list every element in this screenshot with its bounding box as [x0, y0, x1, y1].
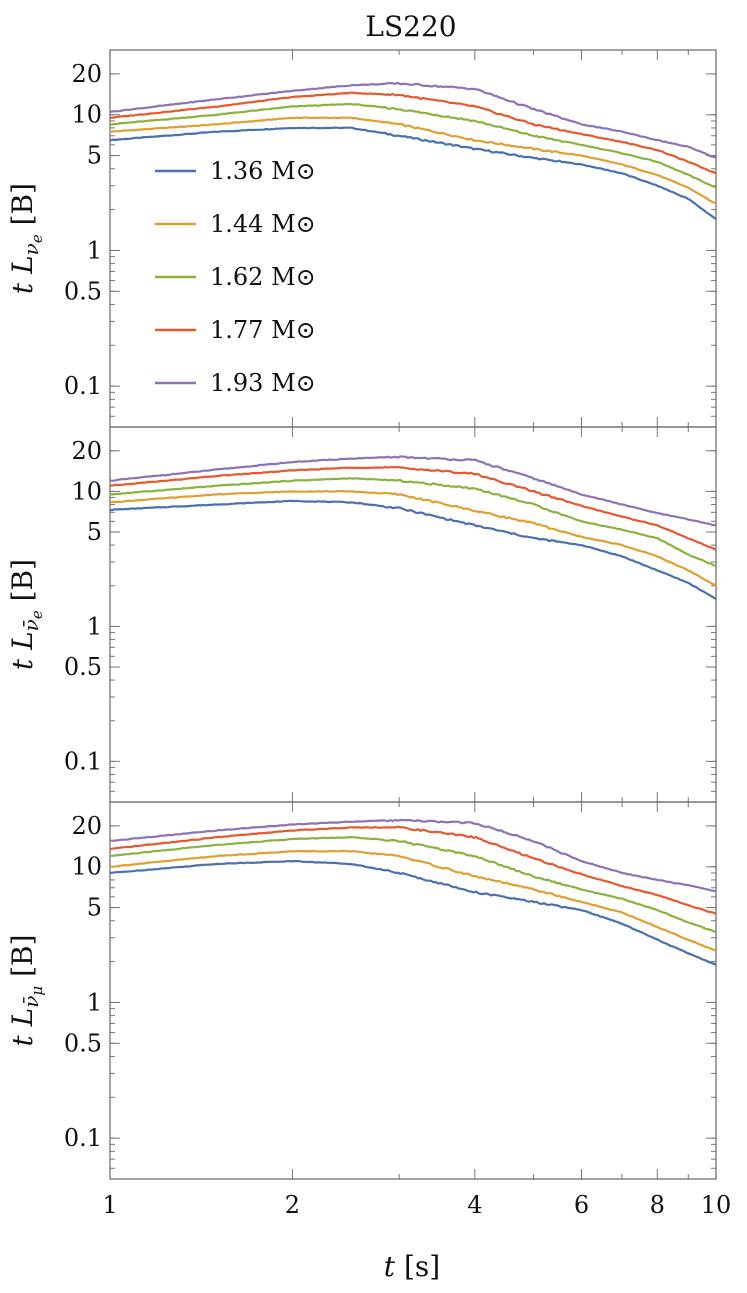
y-tick-label: 0.1 — [64, 1124, 102, 1152]
series-line-1-62 — [110, 477, 716, 568]
y-tick-label: 10 — [71, 101, 102, 129]
x-tick-label: 8 — [650, 1191, 665, 1219]
series-group — [110, 81, 716, 221]
series-line-1-77 — [110, 91, 716, 175]
x-tick-label: 10 — [701, 1191, 732, 1219]
legend-label: 1.93 M⊙ — [210, 369, 316, 397]
y-tick-label: 0.5 — [64, 277, 102, 305]
series-line-1-93 — [110, 81, 716, 159]
y-tick-label: 20 — [71, 437, 102, 465]
panel-muon-antineutrino: 20 10 5 1 0.5 0.1 t Lν̄μ [B] — [6, 801, 717, 1180]
panel-frame — [109, 49, 717, 428]
panel-electron-neutrino: 20 10 5 1 0.5 0.1 t Lνe [B] — [6, 49, 717, 428]
y-tick-label: 20 — [71, 812, 102, 840]
chart-title: LS220 — [365, 10, 456, 43]
series-line-1-93 — [110, 818, 716, 893]
series-group — [110, 818, 716, 966]
y-tick-label: 0.1 — [64, 372, 102, 400]
x-tick-label: 2 — [285, 1191, 300, 1219]
y-tick-label: 0.5 — [64, 1029, 102, 1057]
series-line-1-62 — [110, 102, 716, 189]
series-line-1-62 — [110, 835, 716, 934]
y-tick-label: 5 — [87, 518, 102, 546]
y-axis-label: t Lνe [B] — [6, 183, 46, 294]
series-line-1-44 — [110, 116, 716, 205]
y-tick-label: 1 — [87, 612, 102, 640]
series-line-1-44 — [110, 849, 716, 952]
y-tick-label: 0.1 — [64, 747, 102, 775]
x-tick-label: 4 — [467, 1191, 482, 1219]
legend-label: 1.44 M⊙ — [210, 210, 316, 238]
x-tick-label: 6 — [574, 1191, 589, 1219]
y-tick-label: 5 — [87, 142, 102, 170]
series-line-1-77 — [110, 465, 716, 551]
legend: 1.36 M⊙ 1.44 M⊙ 1.62 M⊙ 1.77 M⊙ 1.93 M⊙ — [155, 157, 316, 397]
series-line-1-93 — [110, 455, 716, 527]
series-line-1-36 — [110, 859, 716, 966]
y-tick-label: 10 — [71, 853, 102, 881]
y-tick-label: 20 — [71, 60, 102, 88]
y-tick-label: 1 — [87, 988, 102, 1016]
y-tick-label: 10 — [71, 477, 102, 505]
y-tick-label: 0.5 — [64, 653, 102, 681]
legend-label: 1.36 M⊙ — [210, 157, 316, 185]
y-axis-label: t Lν̄μ [B] — [6, 935, 46, 1047]
legend-label: 1.62 M⊙ — [210, 263, 316, 291]
series-line-1-44 — [110, 490, 716, 587]
series-group — [110, 455, 716, 601]
x-tick-label: 1 — [102, 1191, 117, 1219]
panel-frame — [109, 801, 717, 1180]
series-line-1-36 — [110, 499, 716, 601]
series-line-1-36 — [110, 126, 716, 221]
x-axis-label: t [s] — [384, 1250, 440, 1283]
y-axis-label: t Lν̄e [B] — [6, 559, 46, 670]
series-line-1-77 — [110, 825, 716, 916]
y-tick-label: 5 — [87, 894, 102, 922]
y-tick-label: 1 — [87, 236, 102, 264]
panel-electron-antineutrino: 20 10 5 1 0.5 0.1 t Lν̄e [B] — [6, 426, 717, 803]
legend-label: 1.77 M⊙ — [210, 316, 316, 344]
x-axis-tick-labels: 1 2 4 6 8 10 — [102, 1191, 731, 1219]
